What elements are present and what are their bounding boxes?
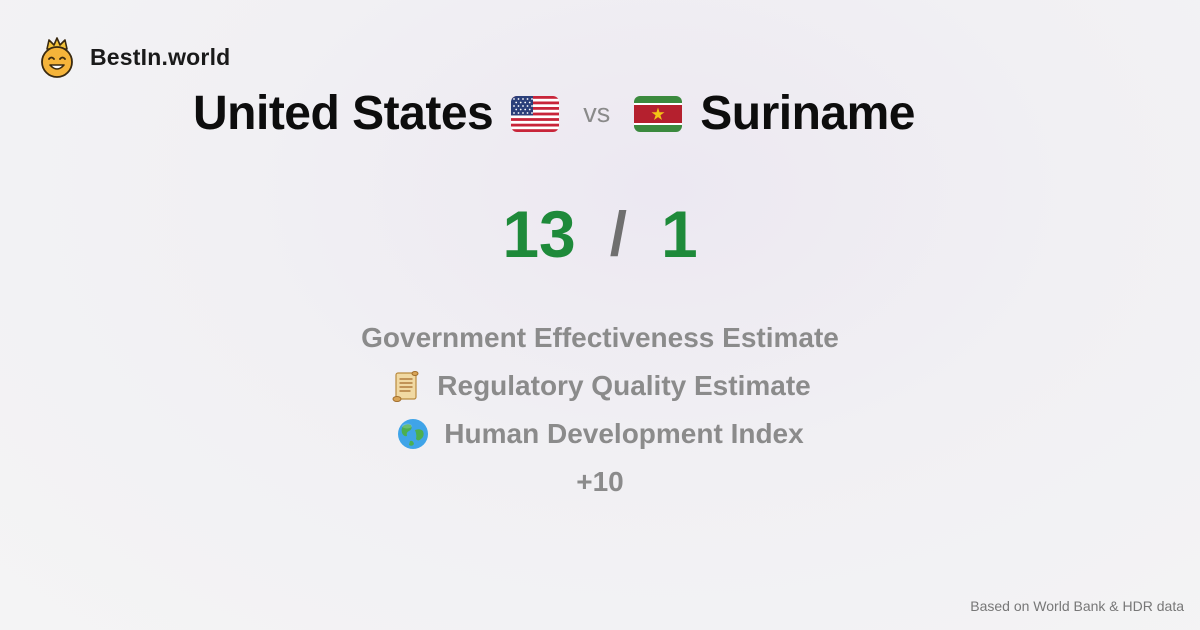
left-score: 13 xyxy=(502,197,576,271)
score: 13 / 1 xyxy=(0,196,1200,272)
comparison-title: United States vs Suriname xyxy=(0,86,1108,141)
brand-name: BestIn.world xyxy=(90,43,231,70)
crown-smiley-icon xyxy=(41,37,73,78)
right-score: 1 xyxy=(660,197,698,271)
metric-list: Government Effectiveness Estimate Regula… xyxy=(0,314,1200,506)
metric-item: Government Effectiveness Estimate xyxy=(361,314,839,362)
vs-label: vs xyxy=(583,98,611,128)
right-country-name: Suriname xyxy=(700,87,915,140)
brand[interactable]: BestIn.world xyxy=(38,36,230,78)
metric-label: Regulatory Quality Estimate xyxy=(437,370,811,401)
suriname-flag-icon xyxy=(634,95,683,132)
metric-item: Regulatory Quality Estimate xyxy=(389,362,811,410)
score-separator: / xyxy=(609,199,627,269)
metric-item: Human Development Index xyxy=(396,410,804,458)
metric-label: Human Development Index xyxy=(444,418,804,449)
scroll-icon xyxy=(392,371,419,402)
data-source-note: Based on World Bank & HDR data xyxy=(970,598,1184,614)
us-flag-icon xyxy=(511,95,560,132)
left-country-name: United States xyxy=(193,87,494,140)
more-metrics-count: +10 xyxy=(576,466,624,497)
globe-icon xyxy=(398,419,429,449)
metric-label: Government Effectiveness Estimate xyxy=(361,322,839,353)
